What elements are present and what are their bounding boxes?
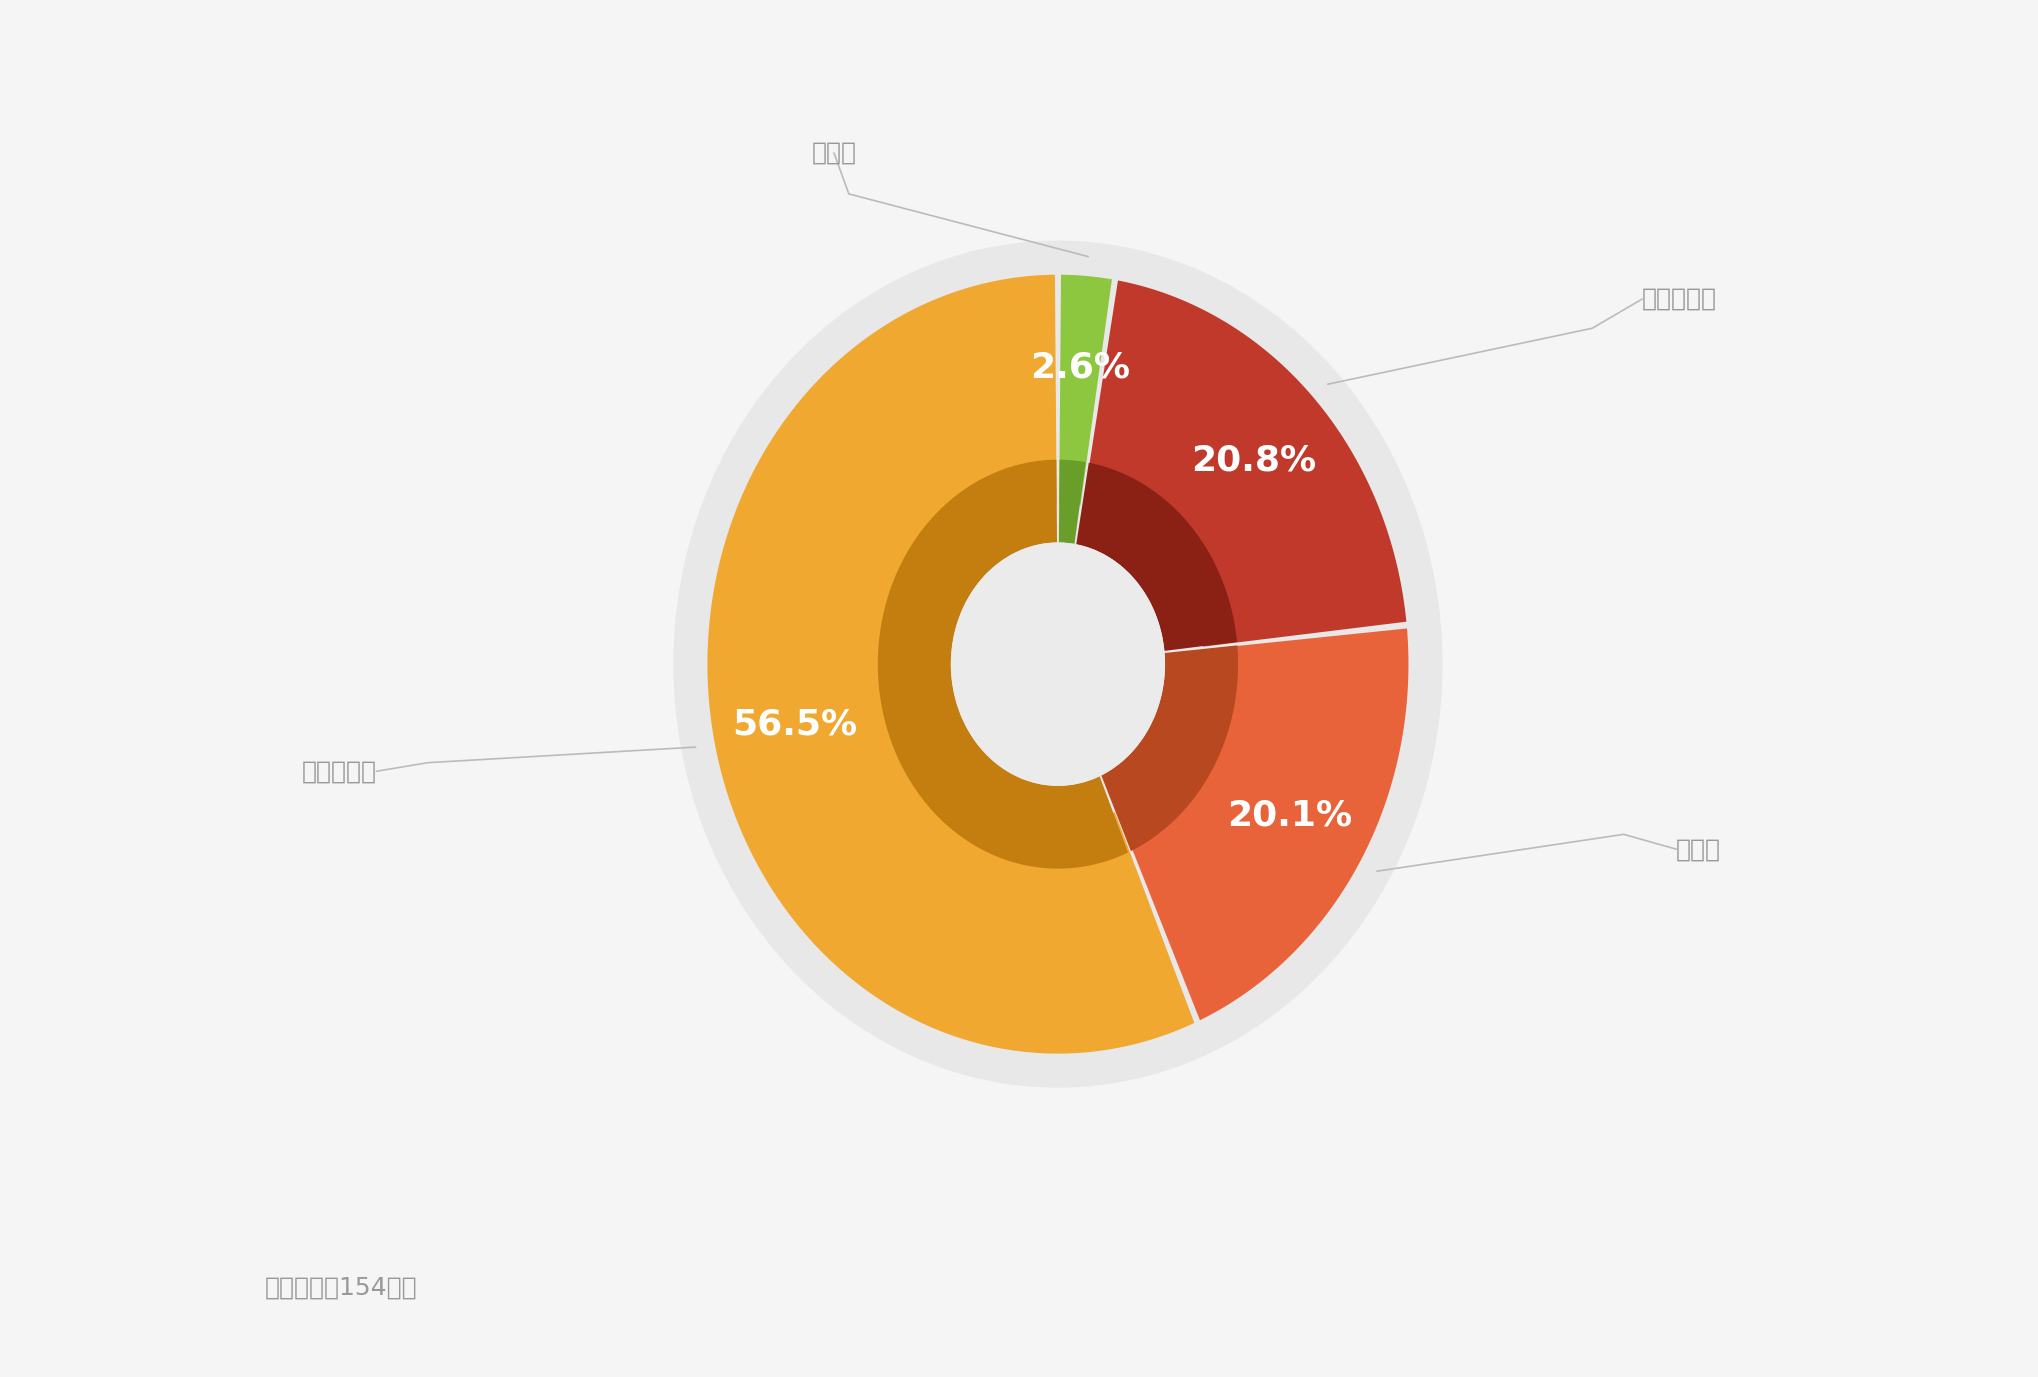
- Text: 20.1%: 20.1%: [1227, 799, 1353, 832]
- Polygon shape: [1060, 460, 1086, 544]
- Polygon shape: [1117, 628, 1408, 1020]
- Polygon shape: [707, 275, 1194, 1053]
- Polygon shape: [878, 460, 1129, 869]
- Polygon shape: [1082, 281, 1406, 647]
- Text: （回答者：154名）: （回答者：154名）: [265, 1275, 418, 1300]
- Text: 20.8%: 20.8%: [1192, 443, 1317, 478]
- Polygon shape: [1101, 646, 1237, 851]
- Text: 検討中: 検討中: [1675, 837, 1722, 861]
- Polygon shape: [1060, 275, 1113, 505]
- Text: 予定がある: 予定がある: [1643, 286, 1718, 311]
- Text: 2.6%: 2.6%: [1029, 350, 1129, 384]
- Text: 予定はない: 予定はない: [302, 759, 377, 784]
- Polygon shape: [1076, 463, 1237, 651]
- Text: その他: その他: [811, 140, 856, 165]
- Ellipse shape: [673, 241, 1443, 1088]
- Ellipse shape: [952, 543, 1166, 786]
- Text: 56.5%: 56.5%: [732, 708, 858, 742]
